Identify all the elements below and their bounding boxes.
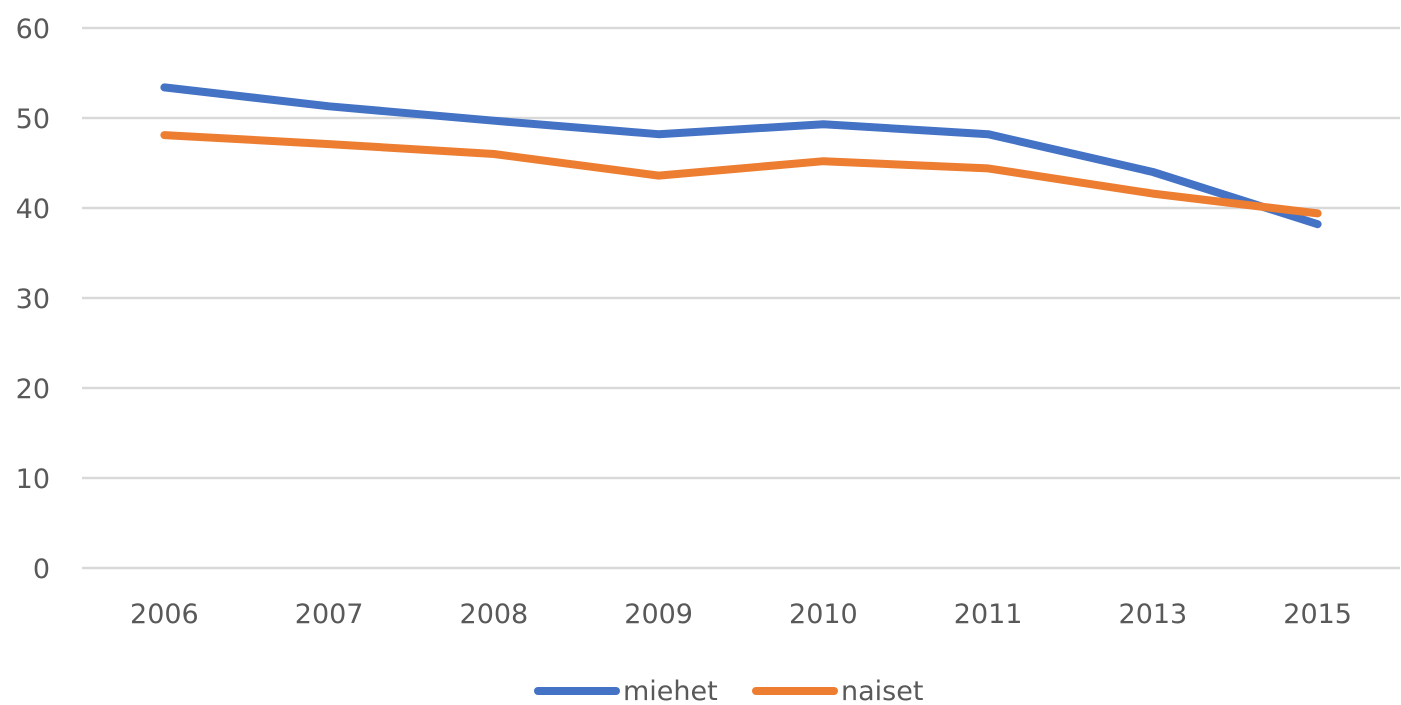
x-tick-label: 2008	[460, 599, 529, 630]
y-axis-labels: 0 10 20 30 40 50 60	[16, 14, 50, 585]
legend-label-naiset: naiset	[841, 676, 923, 705]
y-tick-label: 0	[33, 554, 50, 585]
y-tick-label: 20	[16, 374, 50, 405]
x-tick-label: 2007	[295, 599, 364, 630]
x-tick-label: 2015	[1283, 599, 1352, 630]
gridlines	[82, 26, 1400, 570]
x-tick-label: 2006	[130, 599, 199, 630]
x-tick-label: 2011	[954, 599, 1023, 630]
x-tick-label: 2010	[789, 599, 858, 630]
legend: miehet naiset	[534, 676, 923, 705]
legend-label-miehet: miehet	[623, 676, 718, 705]
y-tick-label: 10	[16, 464, 50, 495]
series-lines	[160, 83, 1322, 229]
series-line-naiset	[160, 131, 1322, 218]
x-tick-label: 2013	[1119, 599, 1188, 630]
y-tick-label: 40	[16, 194, 50, 225]
y-tick-label: 50	[16, 104, 50, 135]
x-tick-label: 2009	[624, 599, 693, 630]
y-tick-label: 60	[16, 14, 50, 45]
y-tick-label: 30	[16, 284, 50, 315]
series-line-miehet	[160, 83, 1322, 229]
x-axis-labels: 2006 2007 2008 2009 2010 2011 2013 2015	[130, 599, 1352, 630]
